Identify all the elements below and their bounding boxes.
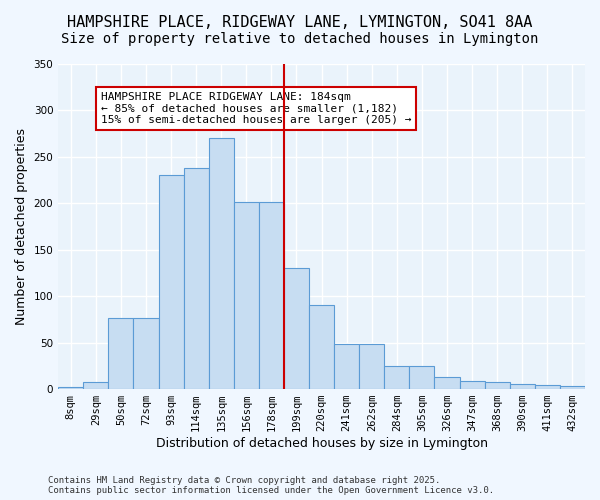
Bar [334,344,359,389]
Text: Contains HM Land Registry data © Crown copyright and database right 2025.
Contai: Contains HM Land Registry data © Crown c… [48,476,494,495]
Bar [109,318,133,389]
Bar [560,386,585,389]
Bar [409,366,434,389]
Bar [184,168,209,389]
Y-axis label: Number of detached properties: Number of detached properties [15,128,28,325]
Bar [309,306,334,389]
Bar [209,138,234,389]
Bar [83,382,109,389]
Bar [158,176,184,389]
Bar [485,382,510,389]
Bar [133,318,158,389]
Text: HAMPSHIRE PLACE, RIDGEWAY LANE, LYMINGTON, SO41 8AA: HAMPSHIRE PLACE, RIDGEWAY LANE, LYMINGTO… [67,15,533,30]
Bar [385,366,409,389]
Bar [359,344,385,389]
Bar [234,202,259,389]
Bar [535,386,560,389]
Text: Size of property relative to detached houses in Lymington: Size of property relative to detached ho… [61,32,539,46]
Bar [460,380,485,389]
Bar [434,377,460,389]
Text: HAMPSHIRE PLACE RIDGEWAY LANE: 184sqm
← 85% of detached houses are smaller (1,18: HAMPSHIRE PLACE RIDGEWAY LANE: 184sqm ← … [101,92,412,125]
Bar [259,202,284,389]
Bar [284,268,309,389]
X-axis label: Distribution of detached houses by size in Lymington: Distribution of detached houses by size … [155,437,488,450]
Bar [510,384,535,389]
Bar [58,387,83,389]
